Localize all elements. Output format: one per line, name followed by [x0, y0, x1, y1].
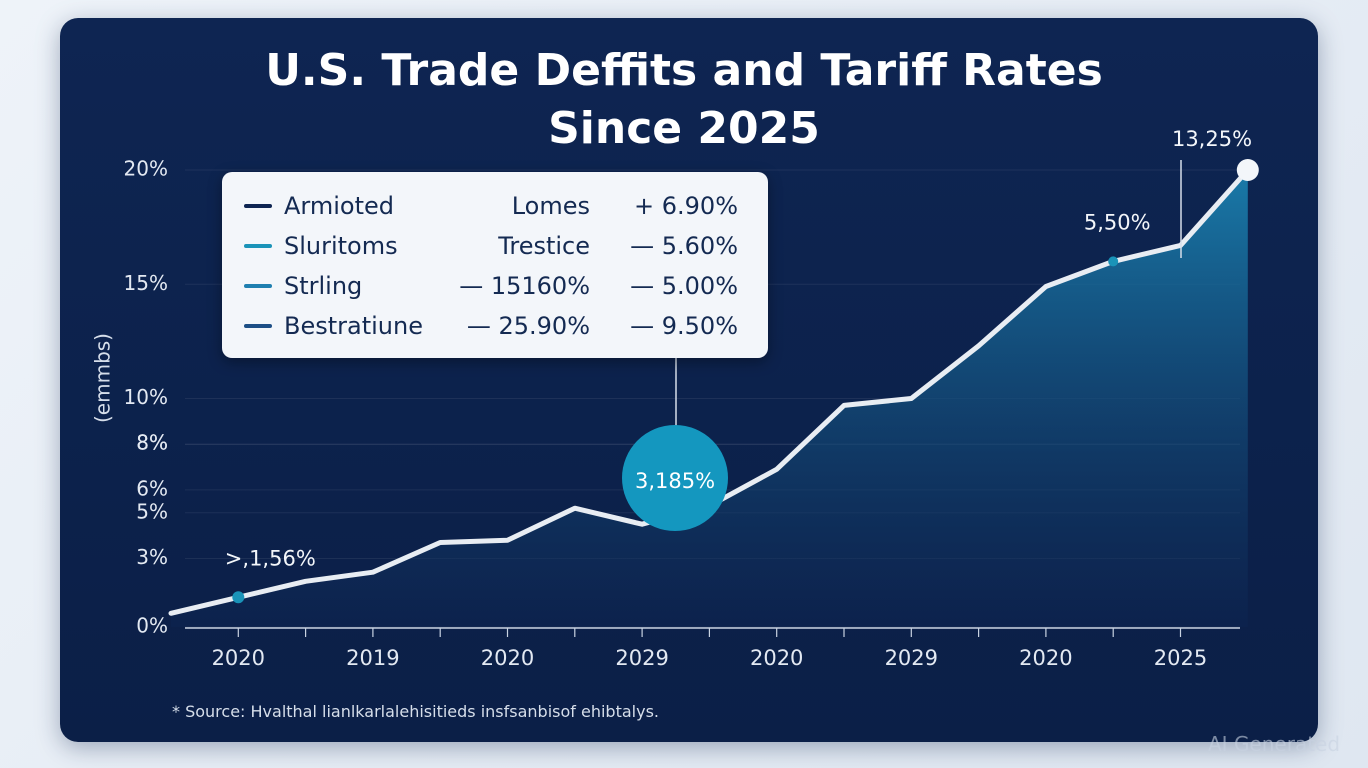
annotation: 5,50% [1084, 210, 1151, 234]
legend-row: Bestratiune — 25.90% — 9.50% [222, 306, 768, 346]
x-tick-label: 2029 [885, 646, 938, 670]
legend-cell: — 9.50% [630, 312, 738, 340]
annotation: >,1,56% [225, 546, 316, 570]
y-axis-label: (emmbs) [91, 333, 115, 423]
x-tick-label: 2025 [1154, 646, 1207, 670]
legend-row: Armioted Lomes + 6.90% [222, 186, 768, 226]
legend-cell: — 5.60% [630, 232, 738, 260]
source-note: * Source: Hvalthal lianlkarlalehisitieds… [172, 702, 659, 721]
legend-swatch [244, 244, 272, 248]
x-tick-label: 2020 [1019, 646, 1072, 670]
y-tick-label: 3% [136, 545, 168, 569]
annotation: 13,25% [1172, 127, 1252, 151]
legend-swatch [244, 204, 272, 208]
legend-cell: Trestice [498, 232, 590, 260]
x-tick-label: 2020 [212, 646, 265, 670]
legend: Armioted Lomes + 6.90% Sluritoms Trestice — 5… [222, 172, 768, 358]
annotation: 3,185% [635, 469, 715, 493]
x-tick-label: 2029 [615, 646, 668, 670]
legend-cell: Lomes [511, 192, 590, 220]
point-marker [1236, 159, 1259, 181]
legend-cell: — 5.00% [630, 272, 738, 300]
y-tick-label: 20% [124, 157, 168, 181]
legend-row: Strling — 15160% — 5.00% [222, 266, 768, 306]
legend-cell: Strling [284, 272, 363, 300]
legend-cell: + 6.90% [634, 192, 738, 220]
x-tick-label: 2019 [346, 646, 399, 670]
y-tick-label: 5% [136, 499, 168, 523]
y-tick-label: 15% [124, 271, 168, 295]
watermark: AI Generated [1208, 732, 1341, 756]
legend-swatch [244, 324, 272, 328]
legend-cell: — 25.90% [466, 312, 590, 340]
legend-cell: — 15160% [459, 272, 590, 300]
legend-cell: Bestratiune [284, 312, 423, 340]
x-tick-label: 2020 [750, 646, 803, 670]
legend-cell: Armioted [284, 192, 395, 220]
legend-cell: Sluritoms [284, 232, 398, 260]
x-tick-label: 2020 [481, 646, 534, 670]
point-marker [1108, 256, 1119, 267]
point-marker [232, 591, 245, 604]
y-tick-label: 8% [136, 431, 168, 455]
annotation-bubble [622, 425, 728, 531]
y-tick-label: 0% [136, 614, 168, 638]
area [171, 170, 1248, 627]
y-tick-label: 8% [136, 431, 168, 455]
legend-swatch [244, 284, 272, 288]
legend-row: Sluritoms Trestice — 5.60% [222, 226, 768, 266]
y-tick-label: 6% [136, 476, 168, 500]
y-tick-label: 10% [124, 385, 168, 409]
chart-title: U.S. Trade Deffits and Tariff Rates Sinc… [265, 45, 1103, 154]
